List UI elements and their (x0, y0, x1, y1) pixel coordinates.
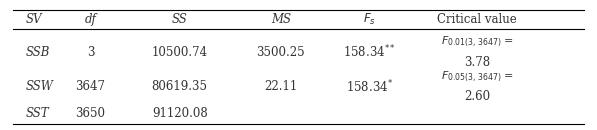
Text: 3: 3 (87, 46, 94, 59)
Text: 10500.74: 10500.74 (152, 46, 208, 59)
Text: $F_{0.01(3,\,3647)}=$: $F_{0.01(3,\,3647)}=$ (441, 35, 513, 49)
Text: 3647: 3647 (76, 80, 106, 93)
Text: SS: SS (172, 13, 187, 26)
Text: 158.34$^{*}$: 158.34$^{*}$ (346, 78, 393, 95)
Text: 80619.35: 80619.35 (152, 80, 208, 93)
Text: 3650: 3650 (76, 107, 106, 120)
Text: 3500.25: 3500.25 (256, 46, 305, 59)
Text: SSB: SSB (25, 46, 50, 59)
Text: 91120.08: 91120.08 (152, 107, 208, 120)
Text: SST: SST (25, 107, 49, 120)
Text: MS: MS (270, 13, 291, 26)
Text: Critical value: Critical value (437, 13, 516, 26)
Text: 2.60: 2.60 (464, 90, 490, 103)
Text: SSW: SSW (25, 80, 53, 93)
Text: 158.34$^{**}$: 158.34$^{**}$ (343, 44, 396, 61)
Text: $F_{0.05(3,\,3647)}=$: $F_{0.05(3,\,3647)}=$ (441, 69, 513, 84)
Text: $F_s$: $F_s$ (364, 12, 376, 27)
Text: SV: SV (25, 13, 42, 26)
Text: 3.78: 3.78 (464, 56, 490, 69)
Text: 22.11: 22.11 (264, 80, 297, 93)
Text: df: df (85, 13, 97, 26)
